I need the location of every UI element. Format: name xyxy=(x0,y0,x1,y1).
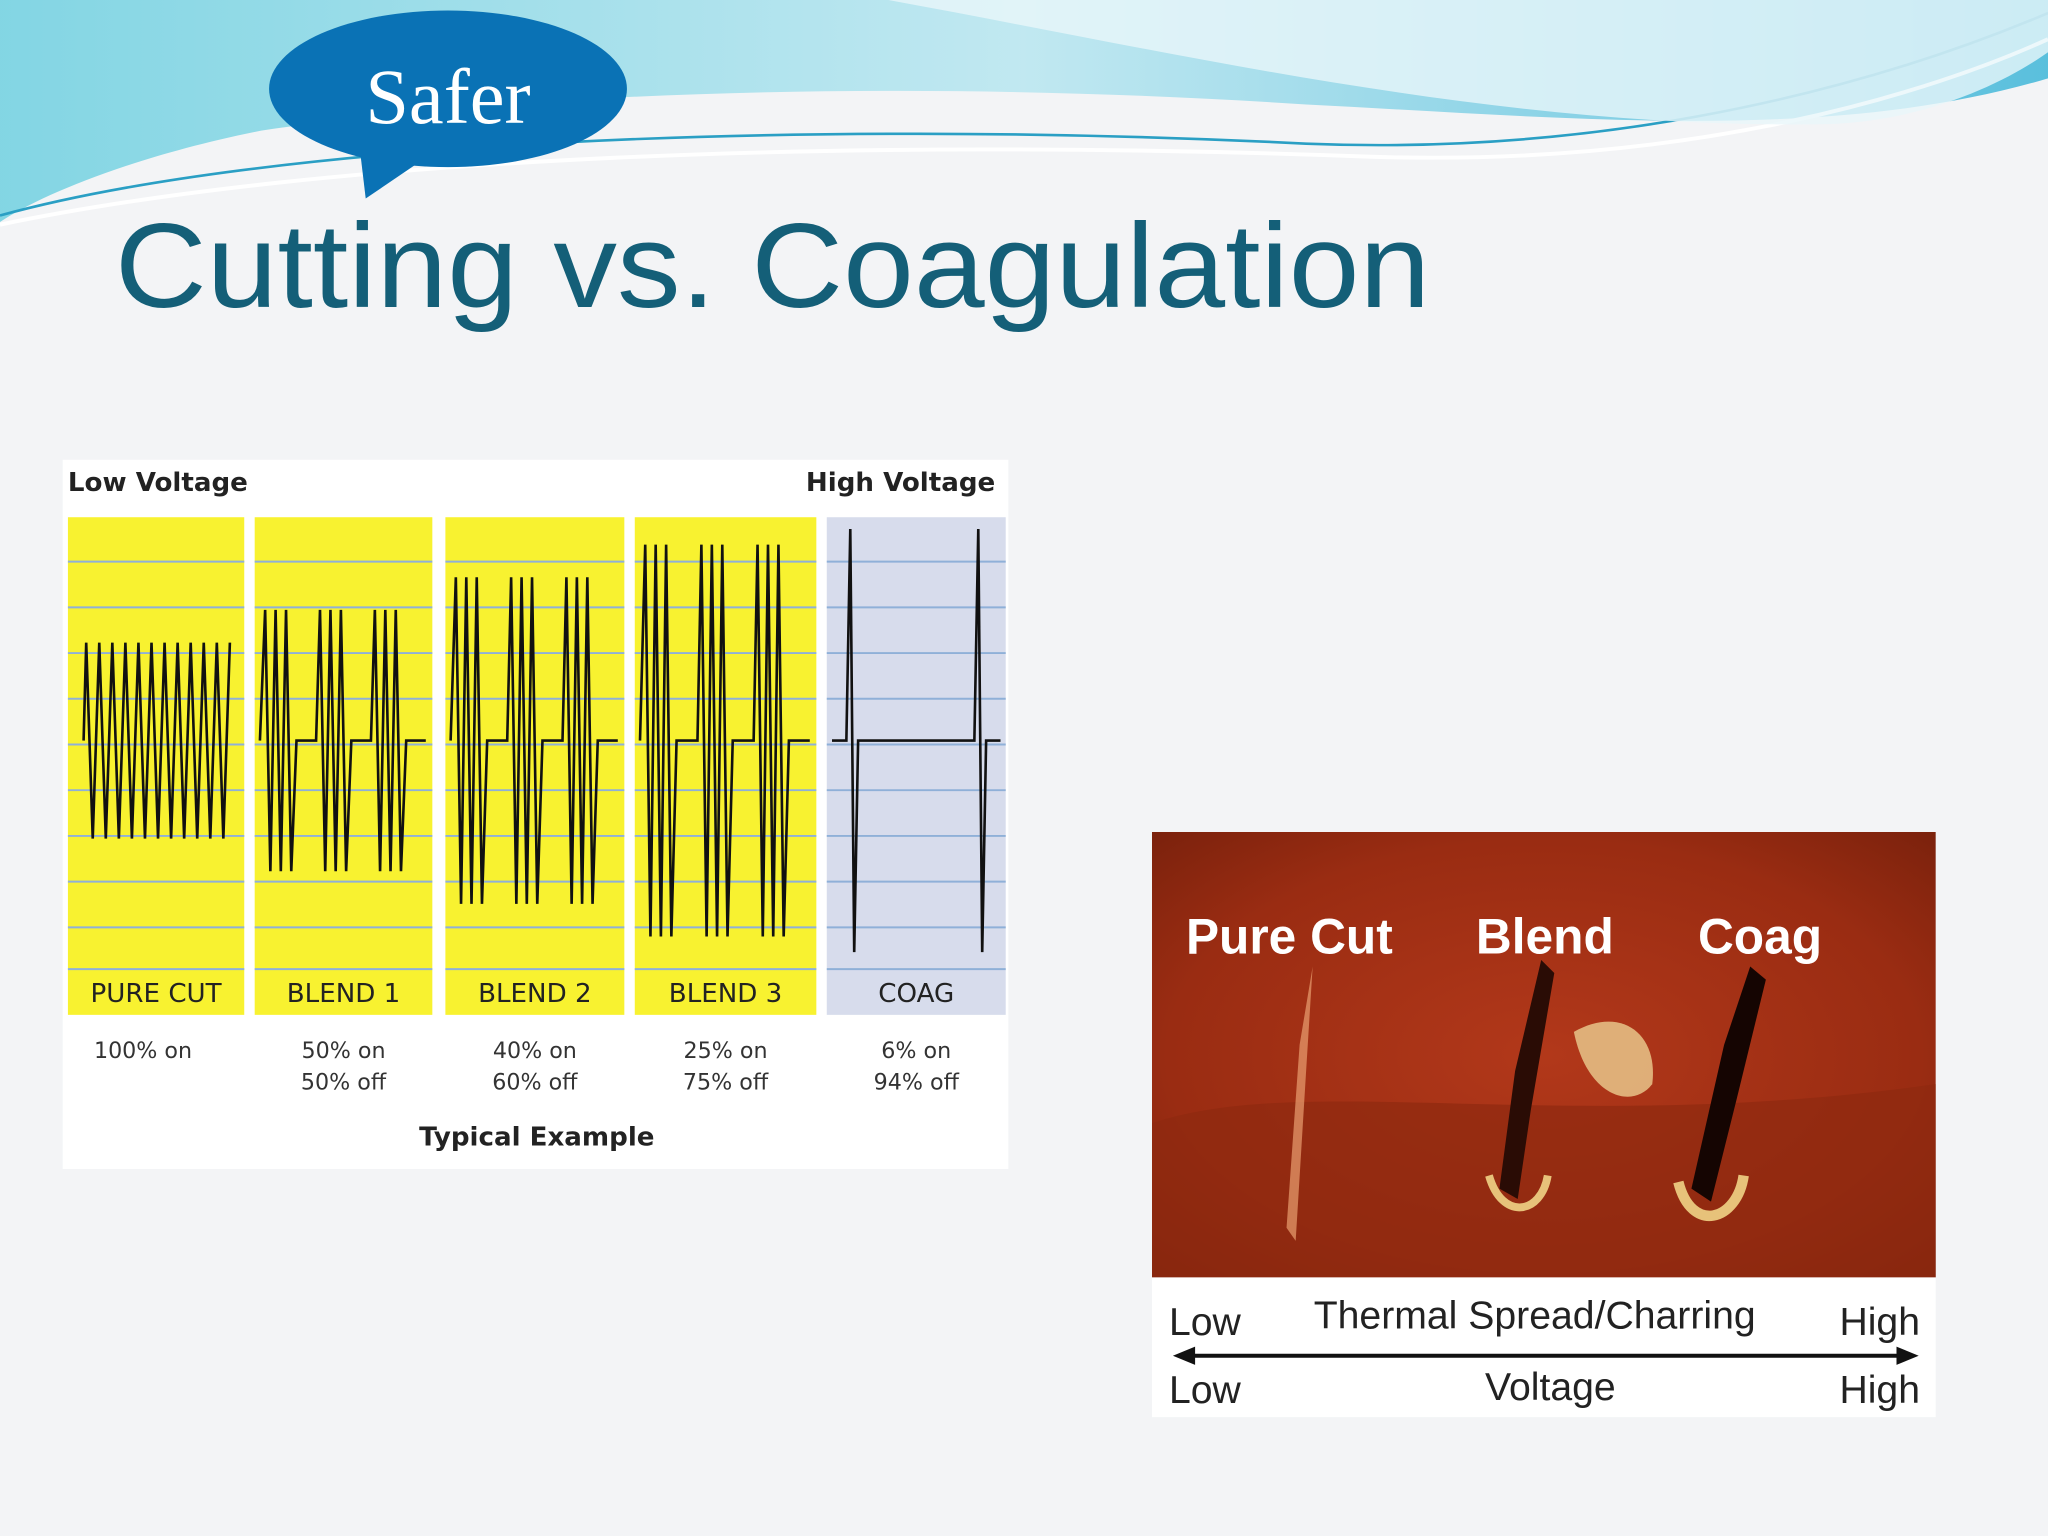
panel-name: BLEND 3 xyxy=(669,979,783,1009)
arrowhead xyxy=(1172,1346,1196,1365)
cut-label: Blend xyxy=(1476,908,1614,964)
duty-cycle: 25% on xyxy=(684,1038,768,1064)
scale-middle: Thermal Spread/Charring xyxy=(1314,1294,1756,1337)
caption: Typical Example xyxy=(419,1122,654,1152)
panel-name: COAG xyxy=(878,979,954,1009)
panel-name: PURE CUT xyxy=(91,979,223,1009)
cut-coag xyxy=(1691,966,1766,1202)
right-label: High Voltage xyxy=(806,468,995,498)
left-label: Low Voltage xyxy=(68,468,248,498)
scale-left: Low xyxy=(1169,1301,1242,1344)
arrowhead xyxy=(1896,1346,1919,1365)
halo xyxy=(1485,1174,1552,1212)
photo-figure: Pure Cut Blend Coag Low Thermal Spread/C… xyxy=(1152,832,1936,1418)
waveform xyxy=(258,609,426,872)
duty-cycle: 40% on xyxy=(493,1038,577,1064)
waveform xyxy=(831,528,1001,953)
panel-name: BLEND 1 xyxy=(287,979,401,1009)
duty-cycle: 100% on xyxy=(94,1038,192,1064)
panel-name: BLEND 2 xyxy=(478,979,592,1009)
scale-right: High xyxy=(1839,1369,1920,1412)
charring xyxy=(1573,1021,1653,1097)
cut-label: Pure Cut xyxy=(1186,908,1393,964)
waveform xyxy=(82,642,232,839)
waveform xyxy=(638,544,810,937)
duty-cycle: 50% on xyxy=(302,1038,386,1064)
scale-right: High xyxy=(1839,1301,1920,1344)
duty-cycle: 94% off xyxy=(874,1069,960,1095)
waveform-figure: Low Voltage High Voltage Typical Example… xyxy=(62,459,1009,1169)
slide-title: Cutting vs. Coagulation xyxy=(115,199,1430,333)
scale-middle: Voltage xyxy=(1485,1366,1616,1409)
cut-blend xyxy=(1499,960,1555,1200)
waveform xyxy=(449,577,618,904)
scale-background xyxy=(1152,1277,1936,1418)
halo xyxy=(1673,1174,1749,1222)
callout: Safer xyxy=(269,10,627,199)
duty-cycle: 50% off xyxy=(301,1069,387,1095)
wave-highlight xyxy=(888,0,2048,125)
scale-left: Low xyxy=(1169,1369,1242,1412)
callout-text: Safer xyxy=(365,53,530,140)
duty-cycle: 75% off xyxy=(683,1069,769,1095)
duty-cycle: 6% on xyxy=(881,1038,951,1064)
cut-pure xyxy=(1286,966,1313,1241)
duty-cycle: 60% off xyxy=(492,1069,578,1095)
cut-label: Coag xyxy=(1698,908,1822,964)
